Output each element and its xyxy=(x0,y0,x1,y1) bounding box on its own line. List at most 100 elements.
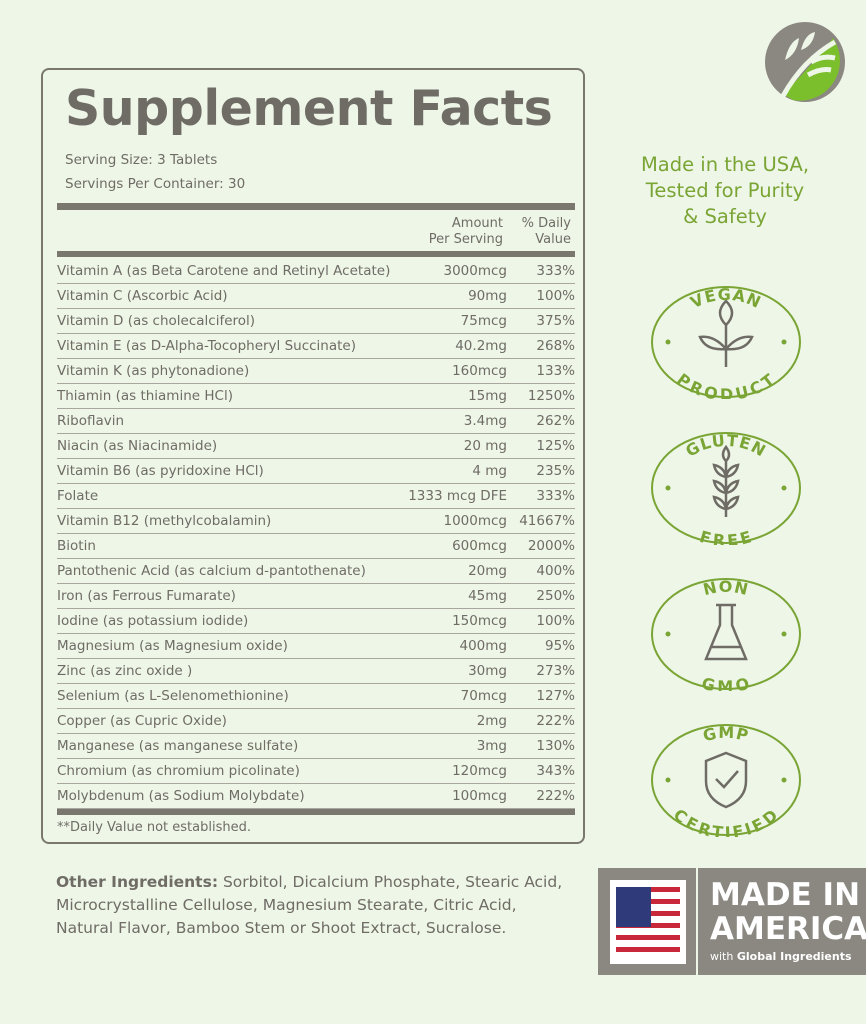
daily-value: 127% xyxy=(536,688,575,704)
amount: 600mcg xyxy=(452,538,507,554)
amount: 400mg xyxy=(459,638,508,654)
amount: 75mcg xyxy=(460,313,507,329)
daily-value: 235% xyxy=(536,463,575,479)
divider xyxy=(57,203,575,210)
wheat-icon xyxy=(712,444,740,517)
table-row: Vitamin B6 (as pyridoxine HCl) 4 mg 235% xyxy=(57,459,575,484)
nutrient-name: Niacin (as Niacinamide) xyxy=(57,438,218,454)
page-title: Supplement Facts xyxy=(65,80,553,137)
nutrient-name: Molybdenum (as Sodium Molybdate) xyxy=(57,788,305,804)
table-row: Pantothenic Acid (as calcium d-pantothen… xyxy=(57,559,575,584)
daily-value: 100% xyxy=(536,288,575,304)
nutrient-name: Magnesium (as Magnesium oxide) xyxy=(57,638,288,654)
table-row: Chromium (as chromium picolinate) 120mcg 3… xyxy=(57,759,575,784)
badge-gluten: GLUTEN FREE xyxy=(650,431,802,550)
made-in-usa-tagline: Made in the USA, Tested for Purity & Safet… xyxy=(640,153,810,228)
daily-value: 400% xyxy=(536,563,575,579)
table-row: Iron (as Ferrous Fumarate) 45mg 250% xyxy=(57,584,575,609)
nutrient-name: Thiamin (as thiamine HCl) xyxy=(57,388,233,404)
amount: 45mg xyxy=(468,588,507,604)
nutrient-name: Biotin xyxy=(57,538,96,554)
daily-value: 222% xyxy=(536,788,575,804)
svg-text:FREE: FREE xyxy=(698,527,755,545)
table-row: Molybdenum (as Sodium Molybdate) 100mcg 22… xyxy=(57,784,575,809)
leaf-icon xyxy=(698,299,754,367)
daily-value: 333% xyxy=(536,263,575,279)
table-row: Vitamin E (as D-Alpha-Tocopheryl Succina… xyxy=(57,334,575,359)
daily-value: 273% xyxy=(536,663,575,679)
amount: 15mg xyxy=(468,388,507,404)
nutrient-name: Folate xyxy=(57,488,99,504)
table-row: Niacin (as Niacinamide) 20 mg 125% xyxy=(57,434,575,459)
table-row: Vitamin A (as Beta Carotene and Retinyl … xyxy=(57,259,575,284)
amount: 3000mcg xyxy=(443,263,508,279)
amount: 150mcg xyxy=(452,613,507,629)
america-text: AMERICA xyxy=(710,911,866,947)
daily-value: 343% xyxy=(536,763,575,779)
nutrient-name: Vitamin C (Ascorbic Acid) xyxy=(57,288,228,304)
svg-text:GMO: GMO xyxy=(700,674,752,691)
amount: 120mcg xyxy=(452,763,507,779)
table-row: Vitamin K (as phytonadione) 160mcg 133% xyxy=(57,359,575,384)
svg-text:GLUTEN: GLUTEN xyxy=(682,431,769,461)
amount: 20mg xyxy=(468,563,507,579)
table-row: Selenium (as L-Selenomethionine) 70mcg 127… xyxy=(57,684,575,709)
nutrient-name: Vitamin B12 (methylcobalamin) xyxy=(57,513,272,529)
table-row: Riboflavin 3.4mg 262% xyxy=(57,409,575,434)
amount: 100mcg xyxy=(452,788,507,804)
daily-value: 95% xyxy=(544,638,575,654)
made-in-text: MADE IN xyxy=(710,877,861,913)
nutrient-name: Vitamin D (as cholecalciferol) xyxy=(57,313,256,329)
shield-check-icon xyxy=(704,751,748,809)
table-row: Thiamin (as thiamine HCl) 15mg 1250% xyxy=(57,384,575,409)
svg-text:CERTIFIED: CERTIFIED xyxy=(670,805,782,837)
nutrient-name: Vitamin A (as Beta Carotene and Retinyl … xyxy=(57,263,391,279)
amount: 20 mg xyxy=(463,438,507,454)
amount: 70mcg xyxy=(460,688,507,704)
amount: 3mg xyxy=(476,738,507,754)
badge-non: NON GMO xyxy=(650,577,802,696)
amount: 2mg xyxy=(476,713,507,729)
amount: 1333 mcg DFE xyxy=(408,488,507,504)
table-row: Copper (as Cupric Oxide) 2mg 222% xyxy=(57,709,575,734)
table-row: Folate 1333 mcg DFE 333% xyxy=(57,484,575,509)
table-row: Iodine (as potassium iodide) 150mcg 100% xyxy=(57,609,575,634)
table-row: Vitamin B12 (methylcobalamin) 1000mcg 4166… xyxy=(57,509,575,534)
servings-per-container: Servings Per Container: 30 xyxy=(65,176,246,192)
divider xyxy=(57,809,575,815)
supplement-facts-panel: Supplement Facts Serving Size: 3 Tablets… xyxy=(41,68,585,844)
badge-gmp: GMP CERTIFIED xyxy=(650,723,802,842)
table-row: Vitamin C (Ascorbic Acid) 90mg 100% xyxy=(57,284,575,309)
daily-value: 133% xyxy=(536,363,575,379)
nutrient-name: Zinc (as zinc oxide ) xyxy=(57,663,193,679)
daily-value: 262% xyxy=(536,413,575,429)
other-ingredients: Other Ingredients: Sorbitol, Dicalcium P… xyxy=(56,873,563,937)
brand-logo xyxy=(765,22,845,102)
nutrient-name: Vitamin K (as phytonadione) xyxy=(57,363,250,379)
nutrient-name: Vitamin E (as D-Alpha-Tocopheryl Succina… xyxy=(57,338,356,354)
nutrient-name: Riboflavin xyxy=(57,413,125,429)
divider xyxy=(57,251,575,257)
svg-text:NON: NON xyxy=(701,577,750,599)
nutrient-name: Pantothenic Acid (as calcium d-pantothen… xyxy=(57,563,366,579)
amount: 4 mg xyxy=(472,463,507,479)
daily-value: 222% xyxy=(536,713,575,729)
made-in-america-badge: MADE IN AMERICA with Global Ingredients xyxy=(598,868,866,975)
flask-icon xyxy=(704,603,748,661)
daily-value: 100% xyxy=(536,613,575,629)
svg-text:PRODUCT: PRODUCT xyxy=(673,370,778,399)
nutrient-name: Manganese (as manganese sulfate) xyxy=(57,738,299,754)
svg-text:GMP: GMP xyxy=(701,723,751,745)
amount: 30mg xyxy=(468,663,507,679)
daily-value: 125% xyxy=(536,438,575,454)
table-row: Zinc (as zinc oxide ) 30mg 273% xyxy=(57,659,575,684)
amount: 1000mcg xyxy=(443,513,508,529)
nutrient-name: Vitamin B6 (as pyridoxine HCl) xyxy=(57,463,264,479)
daily-value: 333% xyxy=(536,488,575,504)
table-row: Magnesium (as Magnesium oxide) 400mg 95% xyxy=(57,634,575,659)
daily-value: 268% xyxy=(536,338,575,354)
table-row: Vitamin D (as cholecalciferol) 75mcg 375% xyxy=(57,309,575,334)
serving-size: Serving Size: 3 Tablets xyxy=(65,152,218,168)
amount: 3.4mg xyxy=(463,413,507,429)
amount: 160mcg xyxy=(452,363,507,379)
